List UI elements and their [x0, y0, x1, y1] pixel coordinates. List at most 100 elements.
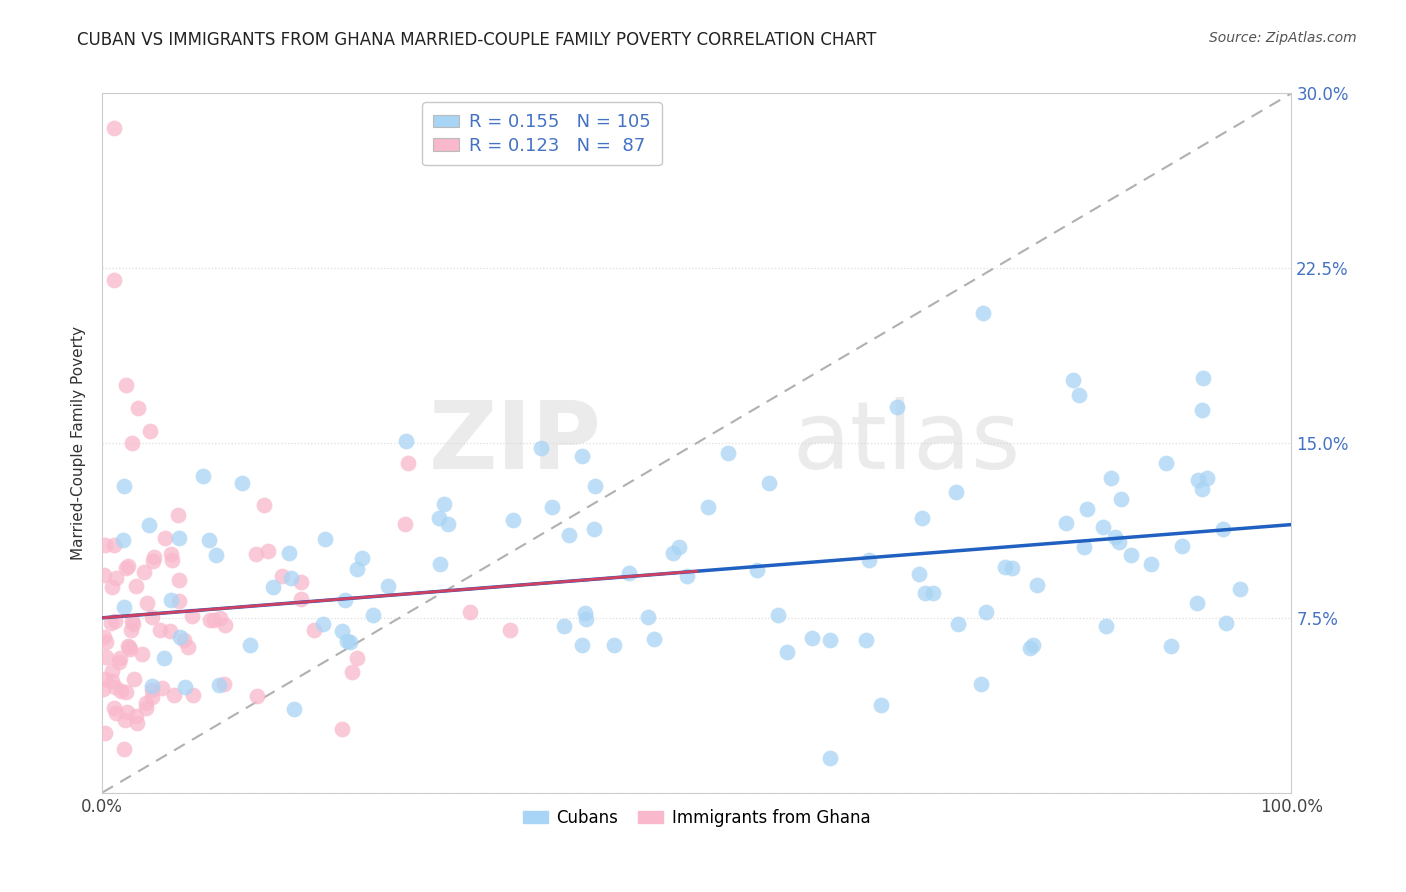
Point	[1067, 388, 1090, 402]
Point	[377, 579, 399, 593]
Point	[122, 616, 145, 631]
Point	[575, 612, 598, 626]
Point	[103, 701, 125, 715]
Point	[125, 579, 148, 593]
Point	[93, 630, 115, 644]
Point	[141, 610, 163, 624]
Point	[312, 617, 335, 632]
Point	[346, 562, 368, 576]
Point	[290, 591, 312, 606]
Point	[396, 456, 419, 470]
Point	[208, 678, 231, 692]
Point	[945, 485, 967, 500]
Point	[231, 475, 253, 490]
Point	[163, 688, 186, 702]
Point	[112, 479, 135, 493]
Y-axis label: Married-Couple Family Poverty: Married-Couple Family Poverty	[72, 326, 86, 560]
Point	[333, 593, 356, 607]
Point	[93, 681, 115, 696]
Text: ZIP: ZIP	[429, 397, 602, 489]
Text: CUBAN VS IMMIGRANTS FROM GHANA MARRIED-COUPLE FAMILY POVERTY CORRELATION CHART: CUBAN VS IMMIGRANTS FROM GHANA MARRIED-C…	[77, 31, 877, 49]
Point	[394, 434, 416, 448]
Point	[181, 609, 204, 624]
Point	[907, 567, 929, 582]
Point	[1095, 619, 1118, 633]
Point	[138, 518, 160, 533]
Point	[668, 540, 690, 554]
Point	[558, 528, 581, 542]
Point	[141, 690, 163, 704]
Point	[100, 673, 122, 688]
Point	[103, 539, 125, 553]
Point	[94, 634, 117, 648]
Point	[458, 605, 481, 619]
Point	[214, 618, 236, 632]
Point	[122, 672, 145, 686]
Point	[143, 550, 166, 565]
Point	[159, 624, 181, 639]
Point	[114, 713, 136, 727]
Point	[766, 607, 789, 622]
Point	[921, 586, 943, 600]
Point	[93, 567, 115, 582]
Point	[108, 655, 131, 669]
Point	[1091, 519, 1114, 533]
Point	[214, 677, 236, 691]
Point	[553, 619, 575, 633]
Point	[142, 554, 165, 568]
Point	[339, 635, 361, 649]
Point	[1156, 456, 1178, 470]
Point	[745, 563, 768, 577]
Point	[197, 533, 219, 547]
Point	[1170, 540, 1192, 554]
Point	[257, 544, 280, 558]
Point	[1021, 638, 1043, 652]
Point	[167, 593, 190, 607]
Point	[363, 608, 385, 623]
Point	[1185, 596, 1208, 610]
Point	[502, 512, 524, 526]
Point	[125, 716, 148, 731]
Point	[110, 683, 132, 698]
Point	[911, 510, 934, 524]
Point	[191, 468, 214, 483]
Point	[246, 689, 269, 703]
Point	[160, 547, 183, 561]
Point	[582, 522, 605, 536]
Point	[758, 475, 780, 490]
Point	[127, 401, 149, 415]
Text: Source: ZipAtlas.com: Source: ZipAtlas.com	[1209, 31, 1357, 45]
Point	[103, 273, 125, 287]
Point	[93, 725, 115, 739]
Point	[340, 665, 363, 680]
Point	[115, 706, 138, 720]
Point	[121, 615, 143, 629]
Point	[1109, 492, 1132, 507]
Point	[141, 679, 163, 693]
Point	[114, 561, 136, 575]
Point	[697, 500, 720, 514]
Point	[1192, 371, 1215, 385]
Point	[120, 623, 142, 637]
Point	[94, 649, 117, 664]
Point	[314, 533, 336, 547]
Point	[1119, 548, 1142, 562]
Point	[1191, 403, 1213, 417]
Point	[245, 547, 267, 561]
Point	[104, 572, 127, 586]
Point	[914, 586, 936, 600]
Text: atlas: atlas	[792, 397, 1021, 489]
Point	[643, 632, 665, 647]
Point	[120, 642, 142, 657]
Point	[1215, 615, 1237, 630]
Point	[239, 638, 262, 652]
Point	[994, 559, 1017, 574]
Point	[1140, 558, 1163, 572]
Point	[169, 531, 191, 545]
Point	[1099, 470, 1122, 484]
Point	[135, 596, 157, 610]
Point	[1001, 561, 1024, 575]
Point	[1062, 373, 1084, 387]
Point	[1195, 471, 1218, 485]
Point	[662, 546, 685, 560]
